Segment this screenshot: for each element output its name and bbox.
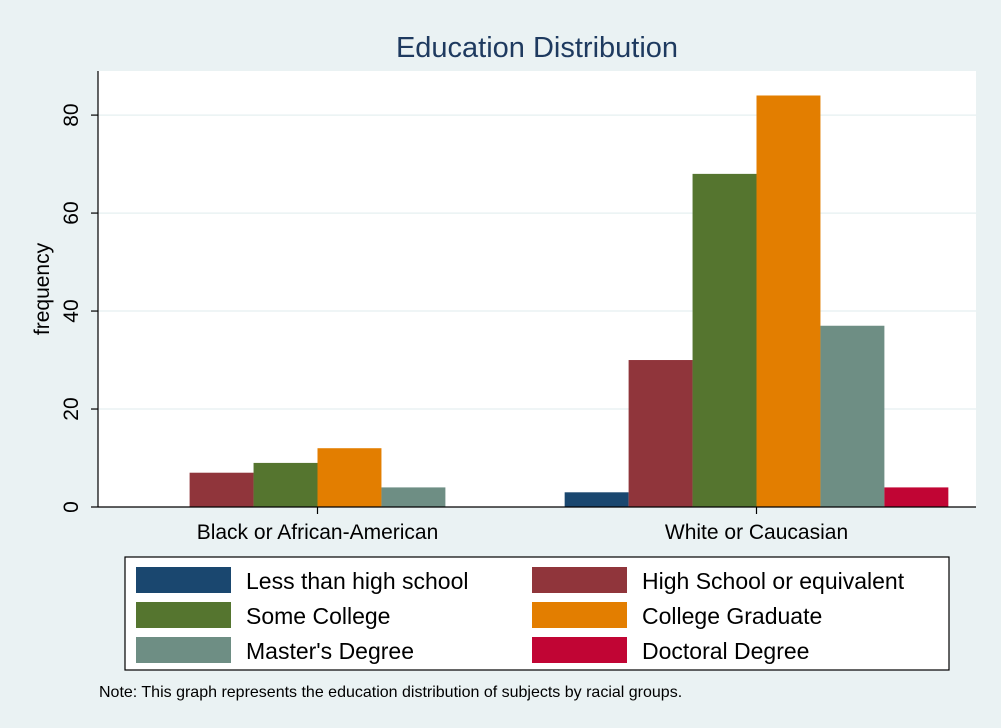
legend-label: Master's Degree [246,638,414,664]
y-axis-label: frequency [31,242,54,335]
bar [820,325,885,507]
bar [189,472,254,507]
bar [756,95,821,507]
legend-label: Some College [246,603,390,629]
x-tick-label: White or Caucasian [665,521,848,544]
legend-label: Less than high school [246,568,469,594]
bar [884,487,949,507]
legend-label: College Graduate [642,603,822,629]
bar [564,492,629,507]
bar [317,448,382,507]
y-axis-ticks: 0 20 40 60 80 [60,103,98,513]
bar [628,360,693,507]
y-tick-label: 20 [60,397,83,420]
legend-swatch [136,637,231,663]
legend-swatch [532,637,627,663]
legend-label: Doctoral Degree [642,638,809,664]
legend-label: High School or equivalent [642,568,905,594]
y-tick-label: 0 [60,501,83,513]
legend-swatch [136,602,231,628]
legend-swatch [532,602,627,628]
bar [381,487,446,507]
legend-swatch [532,567,627,593]
y-tick-label: 80 [60,103,83,126]
legend-swatch [136,567,231,593]
bars [189,95,949,507]
y-tick-label: 60 [60,201,83,224]
bar [692,173,757,507]
x-tick-label: Black or African-American [197,521,439,544]
chart-title: Education Distribution [396,32,678,64]
legend: Less than high school High School or equi… [124,556,950,671]
chart-note: Note: This graph represents the educatio… [99,684,682,701]
y-tick-label: 40 [60,299,83,322]
x-axis-ticks: Black or African-American White or Caucas… [197,507,848,544]
bar [253,462,318,507]
